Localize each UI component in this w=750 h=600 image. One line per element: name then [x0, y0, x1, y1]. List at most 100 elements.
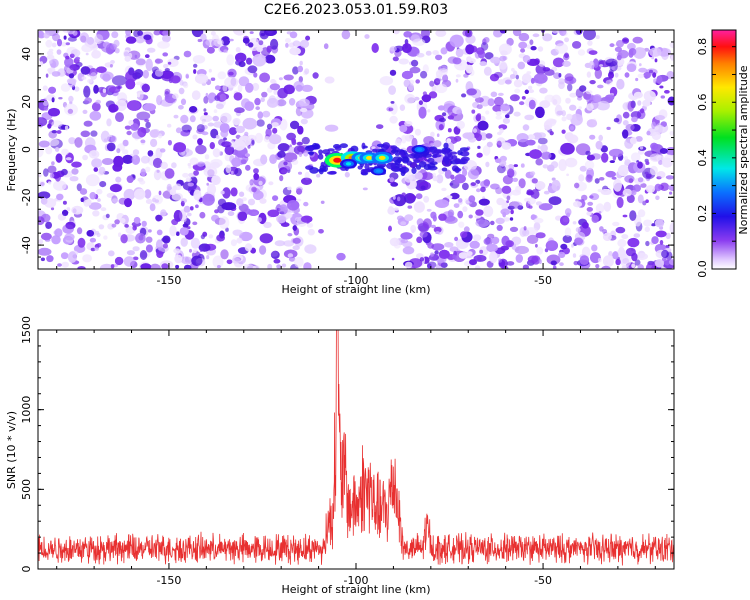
heatmap-speckle	[307, 228, 315, 236]
heatmap-speckle	[81, 76, 87, 80]
heatmap-speckle	[208, 99, 214, 104]
heatmap-speckle	[485, 161, 490, 168]
heatmap-speckle	[420, 185, 426, 190]
heatmap-speckle	[233, 92, 243, 101]
heatmap-speckle	[533, 73, 548, 84]
heatmap-speckle	[252, 190, 264, 201]
heatmap-speckle	[89, 192, 97, 200]
heatmap-speckle	[189, 106, 198, 113]
heatmap-speckle	[616, 40, 624, 48]
heatmap-speckle	[670, 56, 674, 61]
heatmap-speckle	[90, 130, 98, 137]
heatmap-speckle	[91, 158, 103, 169]
heatmap-speckle	[598, 177, 605, 181]
heatmap-speckle	[534, 58, 540, 65]
heatmap-speckle	[587, 40, 593, 46]
heatmap-streak	[339, 143, 348, 149]
heatmap-speckle	[545, 240, 559, 252]
heatmap-speckle	[438, 249, 450, 259]
heatmap-speckle	[389, 69, 397, 76]
snr-panel: -150 -100 -50 0 500 1000 1500 Height of straig…	[5, 316, 675, 596]
heatmap-speckle	[577, 49, 586, 56]
heatmap-speckle	[110, 264, 115, 269]
heatmap-speckle	[249, 31, 254, 34]
heatmap-speckle	[51, 97, 55, 103]
heatmap-speckle	[390, 102, 398, 115]
heatmap-streak	[317, 153, 324, 160]
heatmap-speckle	[480, 186, 486, 193]
heatmap-speckle	[468, 195, 476, 203]
heatmap-speckle	[531, 214, 538, 220]
heatmap-speckle	[305, 35, 311, 41]
heatmap-speckle	[216, 234, 226, 242]
heatmap-speckle	[287, 200, 300, 211]
heatmap-speckle	[635, 136, 643, 142]
heatmap-speckle	[89, 237, 96, 243]
heatmap-speckle	[190, 237, 200, 249]
heatmap-speckle	[476, 152, 483, 158]
heatmap-speckle	[520, 163, 525, 168]
heatmap-speckle	[589, 195, 594, 199]
heatmap-speckle	[431, 84, 437, 93]
heatmap-speckle	[643, 219, 653, 227]
heatmap-speckle	[645, 240, 650, 247]
heatmap-speckle	[268, 181, 274, 186]
heatmap-speckle	[388, 225, 392, 232]
heatmap-speckle	[474, 97, 484, 103]
snr-x-axis-label: Height of straight line (km)	[281, 583, 430, 596]
heatmap-speckle	[605, 58, 618, 67]
heatmap-speckle	[137, 30, 144, 36]
heatmap-speckle	[486, 141, 493, 148]
heatmap-speckle	[523, 226, 527, 231]
heatmap-speckle	[211, 214, 220, 222]
heatmap-speckle	[668, 184, 674, 192]
heatmap-speckle	[179, 79, 184, 86]
heatmap-speckle	[259, 72, 270, 83]
heatmap-speckle	[483, 205, 494, 217]
heatmap-speckle	[537, 145, 541, 150]
heatmap-speckle	[478, 198, 490, 206]
heatmap-speckle	[97, 198, 101, 202]
heatmap-streak	[427, 165, 438, 171]
heatmap-speckle	[80, 197, 84, 202]
heatmap-speckle	[193, 63, 198, 68]
heatmap-speckle	[207, 183, 217, 196]
heatmap-speckle	[564, 73, 574, 82]
heatmap-speckle	[173, 248, 181, 254]
heatmap-speckle	[497, 131, 502, 136]
heatmap-speckle	[491, 236, 500, 245]
heatmap-speckle	[556, 110, 564, 116]
heatmap-speckle	[531, 178, 538, 184]
heatmap-speckle	[655, 195, 660, 201]
heatmap-speckle	[645, 173, 652, 179]
heatmap-speckle	[605, 79, 613, 86]
heatmap-speckle	[193, 69, 197, 74]
heatmap-speckle	[464, 30, 473, 38]
heatmap-speckle	[552, 57, 565, 68]
heatmap-speckle	[466, 56, 472, 63]
heatmap-speckle	[152, 194, 163, 205]
heatmap-speckle	[513, 111, 521, 117]
heatmap-speckle	[428, 91, 438, 99]
heatmap-streak	[397, 157, 402, 164]
heatmap-speckle	[528, 89, 535, 94]
heatmap-speckle	[667, 96, 674, 106]
heatmap-speckle	[551, 177, 556, 181]
heatmap-speckle	[483, 179, 490, 187]
heatmap-speckle	[224, 145, 235, 156]
heatmap-speckle	[465, 44, 475, 55]
heatmap-speckle	[467, 168, 480, 180]
heatmap-speckle	[510, 209, 514, 215]
heatmap-streak	[441, 167, 448, 172]
heatmap-speckle	[487, 98, 495, 107]
heatmap-speckle	[485, 110, 490, 115]
heatmap-speckle	[89, 43, 99, 51]
heatmap-speckle	[566, 173, 569, 177]
heatmap-streak	[411, 167, 417, 175]
heatmap-speckle	[263, 221, 272, 229]
heatmap-speckle	[616, 78, 625, 90]
heatmap-speckle	[295, 217, 301, 222]
heatmap-speckle	[180, 200, 185, 207]
heatmap-speckle	[72, 208, 77, 214]
heatmap-speckle	[320, 200, 325, 204]
